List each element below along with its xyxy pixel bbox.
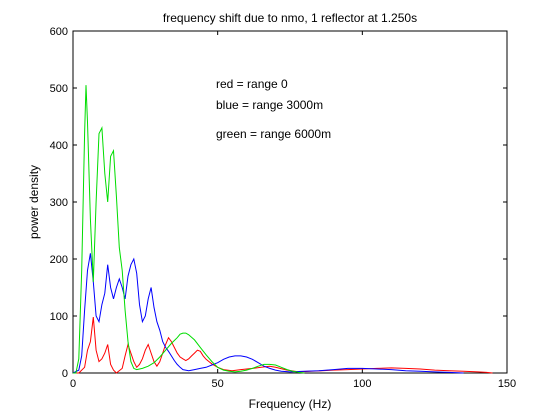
annotations: red = range 0 blue = range 3000m green = r… bbox=[216, 77, 331, 141]
y-tick-label: 600 bbox=[50, 26, 68, 38]
x-tick-label: 50 bbox=[212, 378, 224, 390]
y-tick-label: 300 bbox=[50, 197, 68, 209]
series-line-0 bbox=[73, 317, 493, 374]
plot-area bbox=[72, 30, 508, 374]
x-axis-label: Frequency (Hz) bbox=[249, 397, 332, 411]
x-tick-label: 100 bbox=[353, 378, 371, 390]
series-line-2 bbox=[73, 85, 305, 374]
annotation-text: blue = range 3000m bbox=[216, 98, 323, 112]
chart-title: frequency shift due to nmo, 1 reflector … bbox=[163, 11, 417, 25]
y-ticks: 0 100 200 300 400 500 600 bbox=[50, 26, 507, 380]
y-tick-label: 200 bbox=[50, 254, 68, 266]
y-axis-label: power density bbox=[27, 165, 41, 239]
annotation-text: red = range 0 bbox=[216, 77, 288, 91]
y-tick-label: 400 bbox=[50, 140, 68, 152]
x-ticks: 0 50 100 150 bbox=[70, 31, 516, 390]
series-line-1 bbox=[72, 253, 464, 374]
x-tick-label: 0 bbox=[70, 378, 76, 390]
series-layer bbox=[72, 85, 493, 374]
y-tick-label: 500 bbox=[50, 83, 68, 95]
x-tick-label: 150 bbox=[498, 378, 516, 390]
annotation-text: green = range 6000m bbox=[216, 127, 331, 141]
y-tick-label: 0 bbox=[62, 368, 68, 380]
y-tick-label: 100 bbox=[50, 311, 68, 323]
